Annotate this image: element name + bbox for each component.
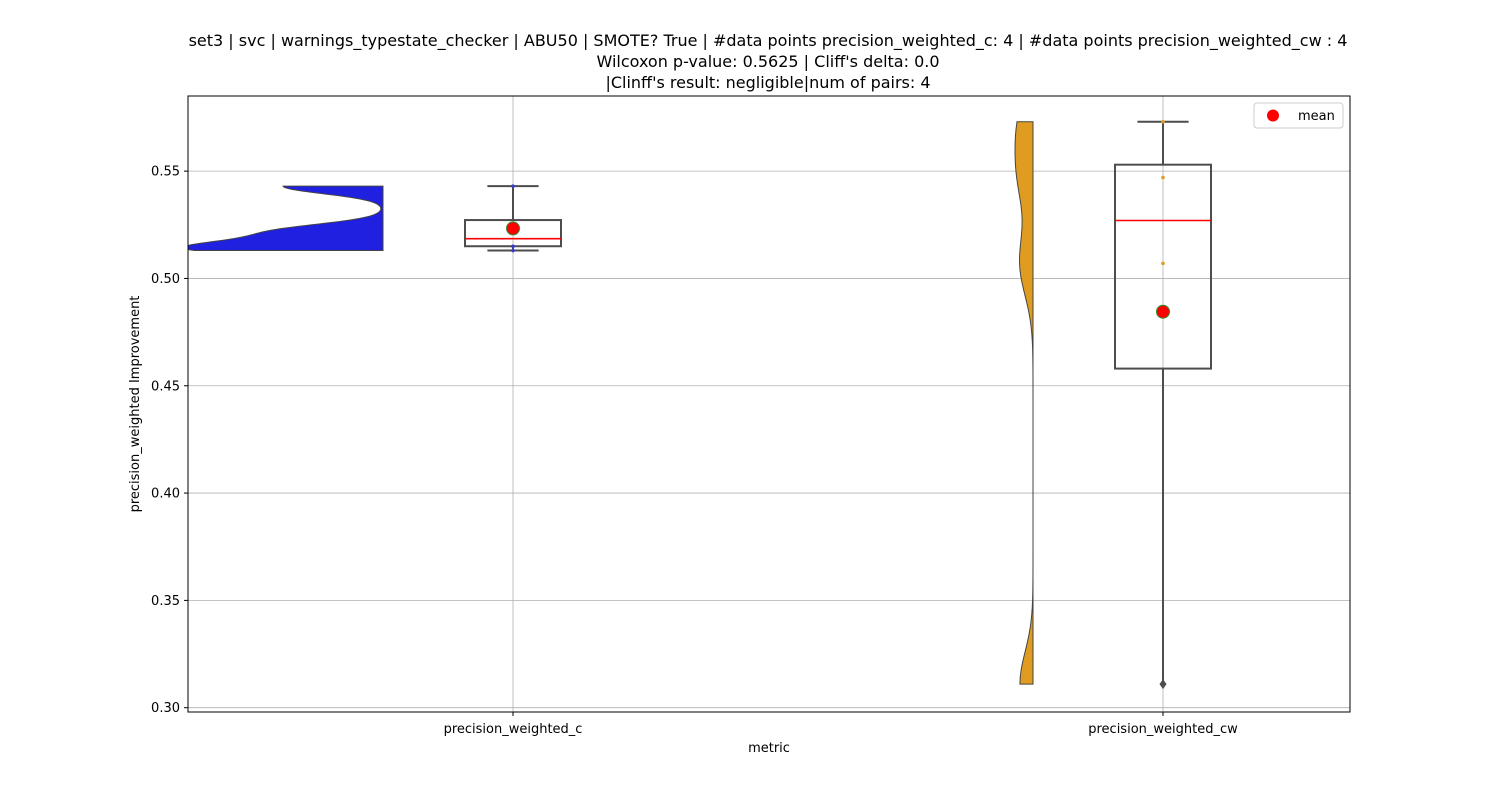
data-point: [1161, 119, 1165, 124]
x-tick-label: precision_weighted_cw: [1088, 722, 1238, 737]
chart-title-line-3: |Clinff's result: negligible|num of pair…: [605, 73, 930, 92]
outlier-marker: [1159, 679, 1167, 690]
legend-mean-marker: [1267, 109, 1279, 122]
y-tick-label: 0.40: [151, 487, 180, 502]
violin-precision_weighted_c: [187, 185, 384, 252]
chart-title: set3 | svc | warnings_typestate_checker …: [189, 31, 1348, 92]
box-precision_weighted_cw: [1114, 163, 1212, 370]
point-layer: [506, 119, 1170, 690]
plot-frame: [187, 95, 1351, 713]
x-axis-ticks: precision_weighted_c precision_weighted_c…: [444, 712, 1238, 737]
y-tick-label: 0.45: [151, 379, 180, 394]
data-point: [511, 248, 515, 253]
y-axis-label: precision_weighted Improvement: [128, 296, 143, 513]
mean-marker: [1156, 304, 1170, 319]
y-tick-label: 0.50: [151, 272, 180, 287]
data-point: [511, 244, 515, 249]
chart-title-line-2: Wilcoxon p-value: 0.5625 | Cliff's delta…: [596, 52, 939, 71]
x-tick-label: precision_weighted_c: [444, 722, 583, 737]
y-tick-label: 0.55: [151, 165, 180, 180]
legend: mean: [1253, 102, 1344, 129]
chart-title-line-1: set3 | svc | warnings_typestate_checker …: [189, 31, 1348, 51]
x-axis-label: metric: [748, 741, 790, 756]
y-tick-label: 0.35: [151, 594, 180, 609]
y-axis-ticks: 0.30 0.35 0.40 0.45 0.50 0.55: [151, 165, 188, 716]
box-layer: [464, 120, 1212, 685]
legend-mean-label: mean: [1298, 109, 1335, 124]
y-tick-label: 0.30: [151, 701, 180, 716]
legend-frame: [1253, 102, 1344, 129]
data-point: [511, 184, 515, 188]
grid-layer: [188, 96, 1350, 712]
violin-precision_weighted_cw: [1014, 121, 1034, 685]
data-point: [1161, 261, 1165, 266]
violin-layer: [187, 121, 1034, 685]
mean-marker: [506, 221, 520, 236]
data-point: [1161, 175, 1165, 180]
